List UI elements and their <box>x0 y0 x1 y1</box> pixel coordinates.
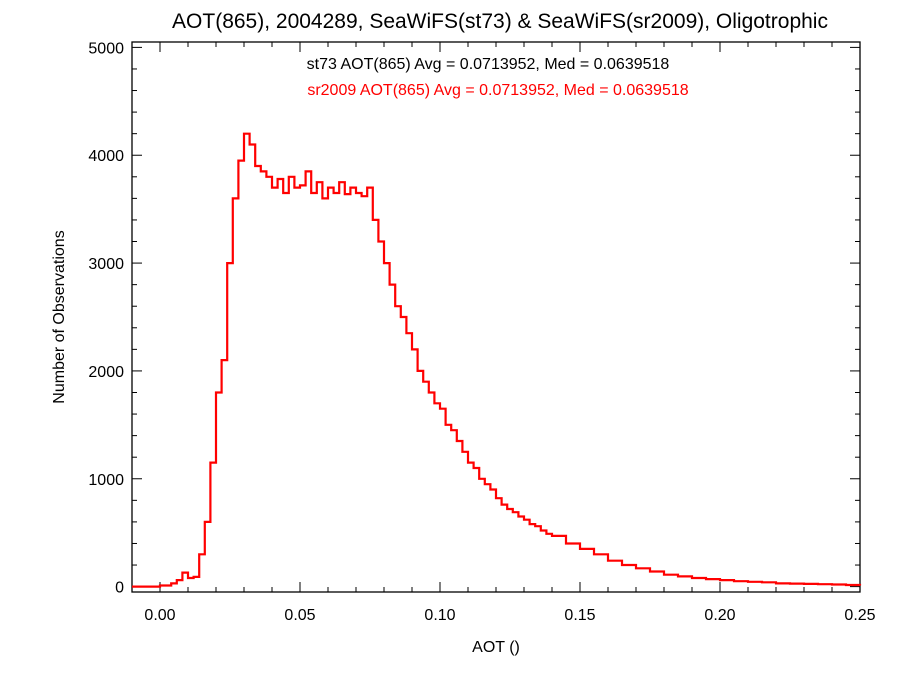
x-tick-label: 0.25 <box>844 607 875 624</box>
annotation-st73: st73 AOT(865) Avg = 0.0713952, Med = 0.0… <box>307 56 670 73</box>
y-tick-label: 5000 <box>88 40 124 57</box>
y-tick-label: 3000 <box>88 256 124 273</box>
y-tick-label: 2000 <box>88 364 124 381</box>
y-ticks: 0 1000 2000 3000 4000 5000 <box>88 40 860 597</box>
x-tick-label: 0.20 <box>704 607 735 624</box>
plot-frame <box>131 41 861 593</box>
x-tick-label: 0.05 <box>284 607 315 624</box>
series-layer <box>132 132 862 588</box>
y-tick-label: 4000 <box>88 148 124 165</box>
chart-title: AOT(865), 2004289, SeaWiFS(st73) & SeaWi… <box>172 10 828 33</box>
histogram-series-line <box>132 132 862 588</box>
annotation-sr2009: sr2009 AOT(865) Avg = 0.0713952, Med = 0… <box>307 82 688 99</box>
y-axis-title: Number of Observations <box>51 230 68 403</box>
x-ticks: 0.00 0.05 0.10 0.15 0.20 0.25 <box>131 42 876 624</box>
x-tick-label: 0.15 <box>564 607 595 624</box>
x-tick-label: 0.10 <box>424 607 455 624</box>
y-tick-label: 0 <box>115 580 124 597</box>
x-axis-title: AOT () <box>472 639 520 656</box>
x-tick-label: 0.00 <box>144 607 175 624</box>
y-tick-label: 1000 <box>88 472 124 489</box>
